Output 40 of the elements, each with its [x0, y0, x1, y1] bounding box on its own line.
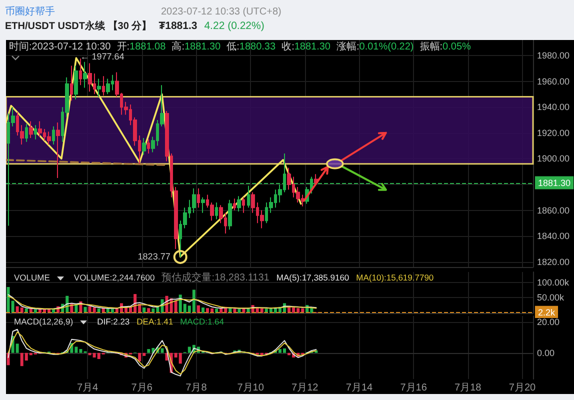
x-tick-label: 7月6 [131, 382, 153, 394]
x-tick-label: 7月10 [237, 382, 264, 394]
y-tick-label: 100.00k [537, 277, 570, 288]
y-tick-label: 1900.00 [537, 154, 570, 164]
annotation: DIF:2.23 [97, 316, 130, 327]
y-tick-label: 1940.00 [537, 102, 570, 112]
y-tick-label: 20.00 [537, 317, 560, 328]
x-tick-label: 7月20 [508, 382, 536, 394]
y-tick-label: 1920.00 [537, 128, 570, 138]
annotation: ← 1977.64 [80, 51, 124, 62]
x-tick-label: 7月14 [346, 382, 373, 394]
text: 时间:2023-07-12 10:30 开:1881.08 高:1881.30 低:1880.33 收:1881.30 涨幅:0.01%(0.22) 振幅:0.05% [9, 42, 471, 52]
x-tick-label: 7月4 [76, 382, 99, 394]
y-tick-label: 1820.00 [537, 256, 570, 267]
y-tick-label: 1960.00 [537, 76, 570, 86]
text: 币圈好帮手 [5, 6, 55, 18]
annotation: VOLUME:2,244.7600 [74, 272, 155, 283]
text: 2023-07-12 10:33 (UTC+8) [161, 6, 282, 18]
annotation: MA(5):17,385.9160 [276, 272, 350, 283]
x-tick-label: 7月12 [292, 382, 319, 394]
annotation: 1823.77 [138, 251, 170, 262]
annotation: MA(10):15,619.7790 [356, 272, 434, 283]
y-tick-label: 1860.00 [537, 205, 570, 216]
annotation: MACD:1.64 [180, 316, 224, 327]
x-tick-label: 7月18 [454, 382, 482, 394]
annotation: MACD(12,26,9) [14, 316, 74, 327]
y-tick-label: 1840.00 [537, 231, 570, 242]
annotation: VOLUME [14, 272, 50, 283]
chart-title: ETH/USDT USDT永续 【30 分】 [5, 21, 152, 32]
y-tick-label: 0.00 [537, 348, 555, 358]
annotation: DEA:1.41 [136, 316, 174, 327]
x-tick-label: 7月8 [186, 382, 208, 394]
ref-line-label: 1881.30 [538, 178, 571, 188]
text: ₮1881.3 [158, 20, 198, 33]
y-tick-label: 1980.00 [537, 50, 570, 60]
y-tick-label: 50.00k [537, 292, 565, 303]
annotation: 预估成交量:18,283.1131 [162, 272, 270, 284]
text: 4.22 (0.22%) [204, 20, 264, 33]
x-tick-label: 7月16 [400, 382, 428, 394]
ref-line-label: 2.2k [538, 307, 556, 318]
